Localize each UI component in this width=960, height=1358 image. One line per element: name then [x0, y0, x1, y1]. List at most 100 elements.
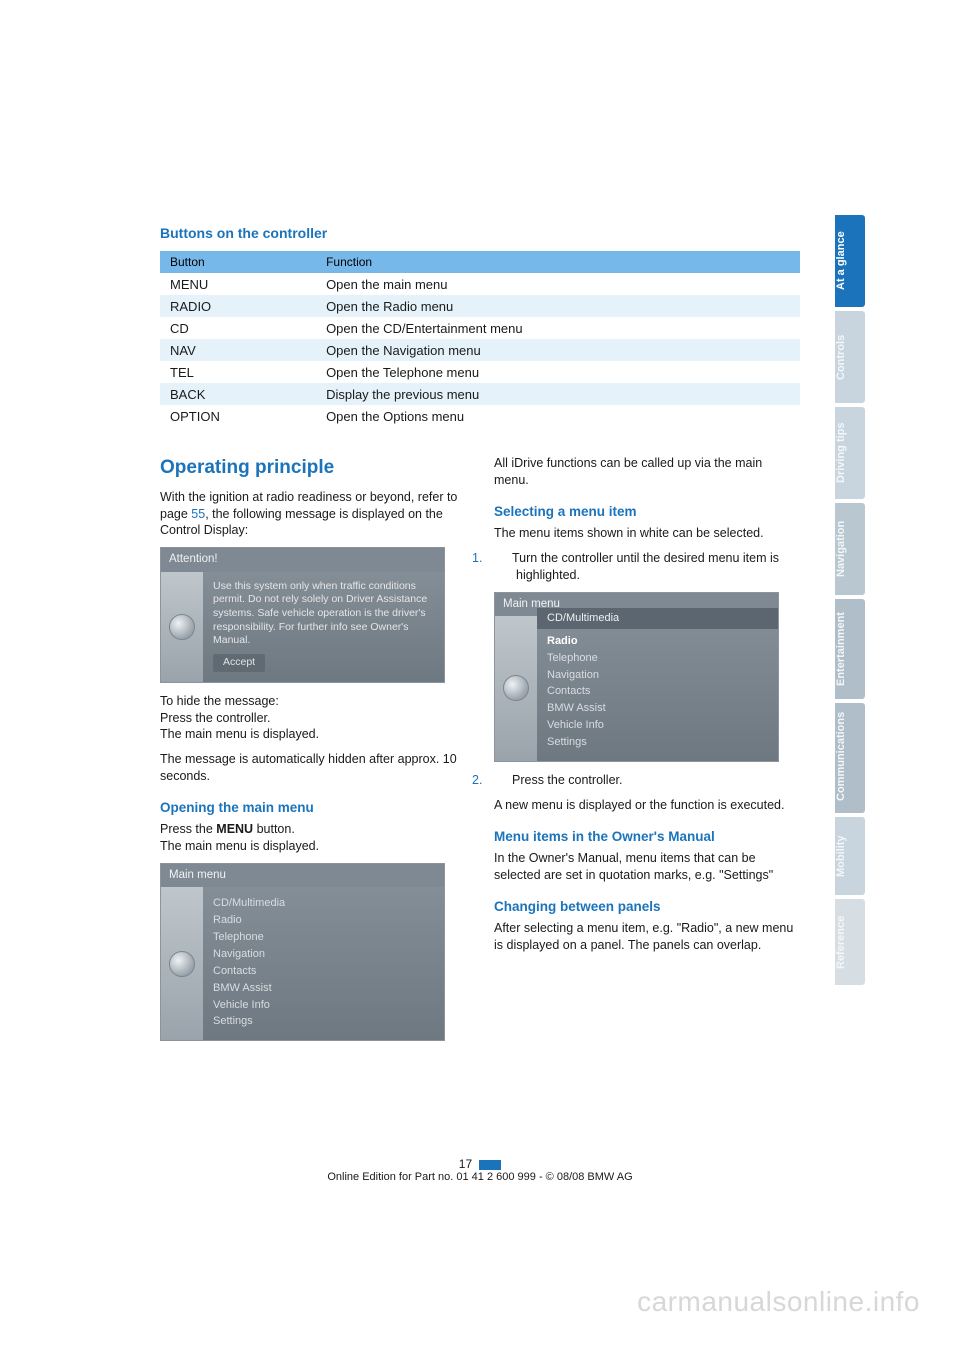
- table-row: TELOpen the Telephone menu: [160, 361, 800, 383]
- main-menu-screenshot: Main menu CD/Multimedia Radio Telephone …: [160, 863, 445, 1041]
- open-text-c: The main menu is displayed.: [160, 839, 319, 853]
- step-text: Turn the controller until the desired me…: [512, 551, 779, 582]
- open-text-a: Press the: [160, 822, 216, 836]
- section-title-buttons: Buttons on the controller: [160, 225, 800, 241]
- cell-function: Open the main menu: [316, 273, 800, 295]
- auto-hide-text: The message is automatically hidden afte…: [160, 751, 466, 785]
- accept-button-graphic: Accept: [213, 654, 265, 672]
- changing-panels-body: After selecting a menu item, e.g. "Radio…: [494, 920, 800, 954]
- table-header-button: Button: [160, 251, 316, 273]
- idrive-lead: All iDrive functions can be called up vi…: [494, 455, 800, 489]
- cell-function: Open the Radio menu: [316, 295, 800, 317]
- tab-communications[interactable]: Communications: [835, 703, 865, 813]
- step-1: 1.Turn the controller until the desired …: [494, 550, 800, 584]
- section-tabs-sidebar: At a glance Controls Driving tips Naviga…: [835, 215, 865, 989]
- cell-function: Open the CD/Entertainment menu: [316, 317, 800, 339]
- intro-paragraph: With the ignition at radio readiness or …: [160, 489, 466, 540]
- table-row: MENUOpen the main menu: [160, 273, 800, 295]
- menu-sub-header: CD/Multimedia: [537, 608, 778, 629]
- table-row: OPTIONOpen the Options menu: [160, 405, 800, 427]
- hide-line-1: To hide the message:: [160, 694, 279, 708]
- table-header-function: Function: [316, 251, 800, 273]
- page-content: Buttons on the controller Button Functio…: [160, 225, 800, 1051]
- step-number: 1.: [494, 550, 512, 567]
- menu-item: Vehicle Info: [547, 717, 768, 734]
- menu-list: CD/Multimedia Radio Telephone Navigation…: [547, 608, 768, 751]
- menu-item: Contacts: [547, 683, 768, 700]
- subheading-owners-manual: Menu items in the Owner's Manual: [494, 828, 800, 846]
- attention-screenshot: Attention! Use this system only when tra…: [160, 547, 445, 682]
- table-row: RADIOOpen the Radio menu: [160, 295, 800, 317]
- footer-line: Online Edition for Part no. 01 41 2 600 …: [160, 1171, 800, 1183]
- cell-button: OPTION: [160, 405, 316, 427]
- cell-button: NAV: [160, 339, 316, 361]
- open-menu-paragraph: Press the MENU button. The main menu is …: [160, 821, 466, 855]
- page-footer: 17 Online Edition for Part no. 01 41 2 6…: [160, 1155, 800, 1183]
- page-number-box: 17: [459, 1157, 501, 1171]
- tab-controls[interactable]: Controls: [835, 311, 865, 403]
- page-number-bar: [479, 1160, 501, 1170]
- attention-body-text: Use this system only when traffic condit…: [213, 580, 434, 648]
- controller-knob-graphic: [161, 572, 203, 682]
- controller-knob-graphic: [161, 887, 203, 1040]
- cell-button: TEL: [160, 361, 316, 383]
- hide-message-lines: To hide the message: Press the controlle…: [160, 693, 466, 744]
- menu-item: Telephone: [547, 650, 768, 667]
- menu-item: Navigation: [547, 667, 768, 684]
- step-list: 2.Press the controller.: [494, 772, 800, 789]
- watermark: carmanualsonline.info: [637, 1286, 920, 1318]
- menu-item: Navigation: [213, 946, 434, 963]
- menu-item: Vehicle Info: [213, 997, 434, 1014]
- cell-button: MENU: [160, 273, 316, 295]
- subheading-open-main-menu: Opening the main menu: [160, 799, 466, 817]
- menu-item: Settings: [547, 734, 768, 751]
- step-2: 2.Press the controller.: [494, 772, 800, 789]
- subheading-selecting-menu-item: Selecting a menu item: [494, 503, 800, 521]
- table-row: CDOpen the CD/Entertainment menu: [160, 317, 800, 339]
- tab-mobility[interactable]: Mobility: [835, 817, 865, 895]
- cell-function: Open the Navigation menu: [316, 339, 800, 361]
- select-intro: The menu items shown in white can be sel…: [494, 525, 800, 542]
- menu-item: BMW Assist: [213, 980, 434, 997]
- main-menu-highlight-screenshot: Main menu CD/Multimedia Radio Telephone …: [494, 592, 779, 762]
- page-number: 17: [459, 1157, 472, 1171]
- hide-line-3: The main menu is displayed.: [160, 727, 319, 741]
- controller-buttons-table: Button Function MENUOpen the main menu R…: [160, 251, 800, 427]
- menu-item-selected: Radio: [547, 633, 768, 650]
- step-number: 2.: [494, 772, 512, 789]
- tab-reference[interactable]: Reference: [835, 899, 865, 985]
- table-row: NAVOpen the Navigation menu: [160, 339, 800, 361]
- page-ref-link[interactable]: 55: [191, 507, 205, 521]
- menu-item: CD/Multimedia: [213, 895, 434, 912]
- menu-bold: MENU: [216, 822, 253, 836]
- menu-list: CD/Multimedia Radio Telephone Navigation…: [213, 895, 434, 1030]
- tab-navigation[interactable]: Navigation: [835, 503, 865, 595]
- controller-knob-graphic: [495, 616, 537, 761]
- right-column: All iDrive functions can be called up vi…: [494, 455, 800, 1051]
- two-column-layout: Operating principle With the ignition at…: [160, 455, 800, 1051]
- menu-item: BMW Assist: [547, 700, 768, 717]
- hide-line-2: Press the controller.: [160, 711, 270, 725]
- open-text-b: button.: [253, 822, 295, 836]
- cell-function: Display the previous menu: [316, 383, 800, 405]
- step-text: Press the controller.: [512, 773, 622, 787]
- menu-item: Settings: [213, 1013, 434, 1030]
- menu-item: Radio: [213, 912, 434, 929]
- select-after: A new menu is displayed or the function …: [494, 797, 800, 814]
- menu-item: Telephone: [213, 929, 434, 946]
- menu-item: Contacts: [213, 963, 434, 980]
- cell-button: CD: [160, 317, 316, 339]
- owners-manual-body: In the Owner's Manual, menu items that c…: [494, 850, 800, 884]
- step-list: 1.Turn the controller until the desired …: [494, 550, 800, 584]
- table-row: BACKDisplay the previous menu: [160, 383, 800, 405]
- tab-entertainment[interactable]: Entertainment: [835, 599, 865, 699]
- tab-at-a-glance[interactable]: At a glance: [835, 215, 865, 307]
- attention-title-bar: Attention!: [161, 548, 444, 572]
- main-menu-bar: Main menu: [161, 864, 444, 888]
- left-column: Operating principle With the ignition at…: [160, 455, 466, 1051]
- tab-driving-tips[interactable]: Driving tips: [835, 407, 865, 499]
- subheading-changing-panels: Changing between panels: [494, 898, 800, 916]
- cell-button: RADIO: [160, 295, 316, 317]
- heading-operating-principle: Operating principle: [160, 455, 466, 481]
- cell-function: Open the Options menu: [316, 405, 800, 427]
